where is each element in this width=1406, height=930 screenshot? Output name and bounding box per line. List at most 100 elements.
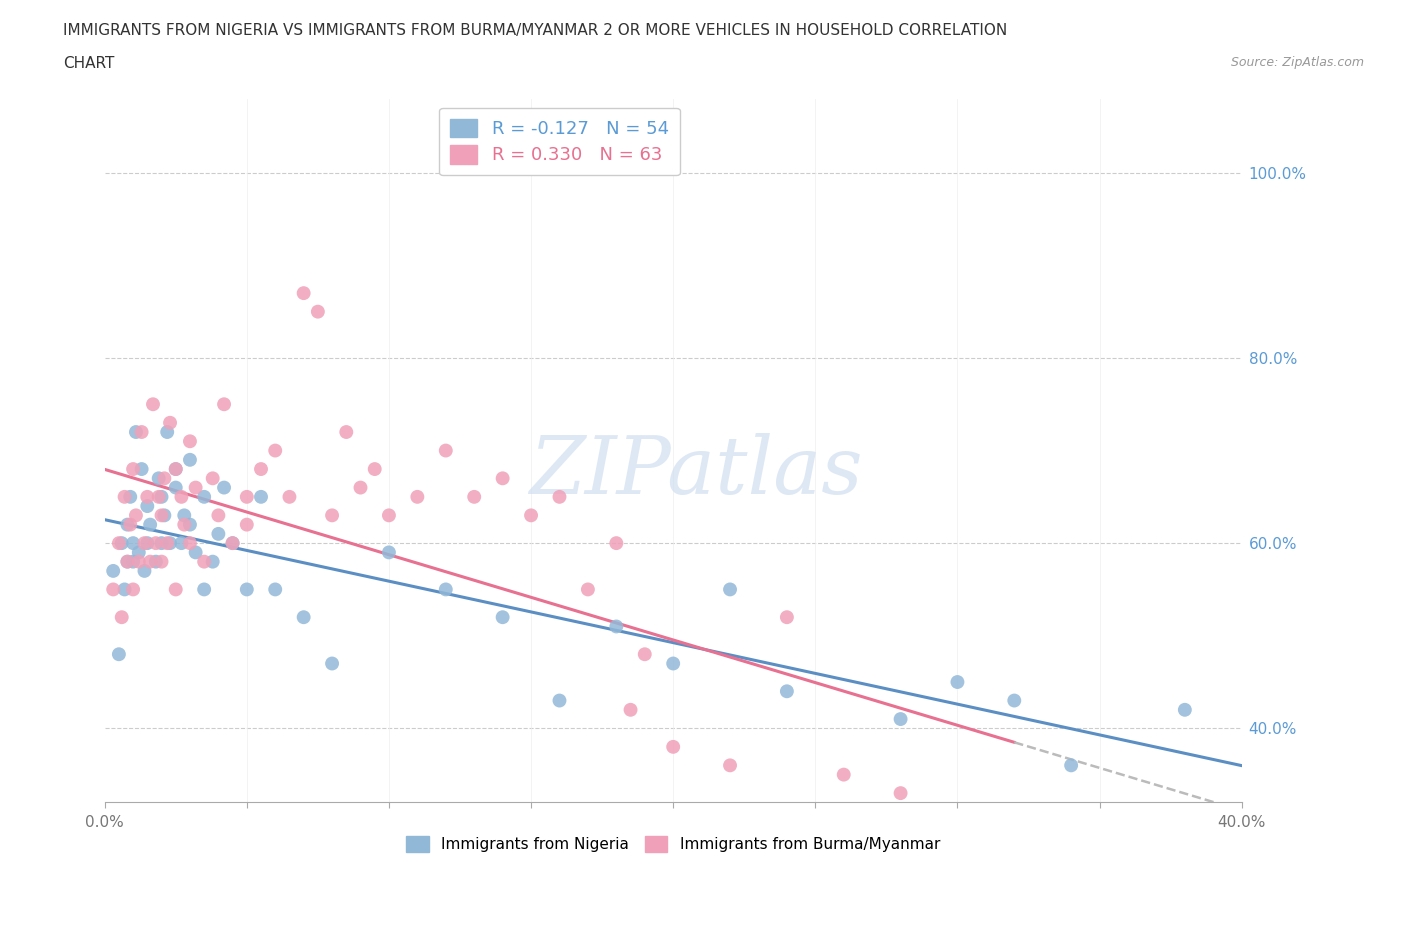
Point (170, 536, 193, 551)
Point (153, 471, 176, 485)
Point (236, 517, 259, 532)
Point (221, 536, 243, 551)
Point (307, 304, 329, 319)
Point (165, 461, 187, 476)
Point (349, 480, 371, 495)
Point (170, 489, 193, 504)
Point (122, 461, 145, 476)
Point (201, 471, 224, 485)
Point (832, 767, 855, 782)
Point (108, 536, 131, 551)
Point (776, 610, 799, 625)
Point (193, 554, 215, 569)
Point (321, 656, 343, 671)
Point (117, 554, 139, 569)
Point (207, 508, 229, 523)
Point (159, 536, 181, 551)
Point (576, 582, 599, 597)
Point (159, 416, 181, 431)
Point (718, 582, 741, 597)
Point (179, 536, 201, 551)
Point (165, 461, 187, 476)
Point (108, 646, 131, 661)
Point (128, 554, 150, 569)
Point (1002, 693, 1025, 708)
Point (179, 517, 201, 532)
Point (605, 536, 627, 551)
Point (165, 582, 187, 597)
Point (491, 471, 513, 485)
Point (122, 554, 145, 569)
Legend: Immigrants from Nigeria, Immigrants from Burma/Myanmar: Immigrants from Nigeria, Immigrants from… (401, 830, 946, 858)
Point (139, 554, 162, 569)
Point (548, 489, 571, 504)
Point (114, 582, 136, 597)
Text: IMMIGRANTS FROM NIGERIA VS IMMIGRANTS FROM BURMA/MYANMAR 2 OR MORE VEHICLES IN H: IMMIGRANTS FROM NIGERIA VS IMMIGRANTS FR… (63, 23, 1008, 38)
Point (139, 517, 162, 532)
Point (125, 508, 148, 523)
Point (125, 425, 148, 440)
Point (120, 489, 142, 504)
Point (150, 554, 173, 569)
Point (179, 452, 201, 467)
Point (236, 582, 259, 597)
Point (520, 508, 543, 523)
Point (250, 489, 273, 504)
Point (264, 582, 287, 597)
Point (463, 489, 485, 504)
Point (111, 536, 134, 551)
Point (491, 610, 513, 625)
Point (1002, 832, 1025, 847)
Point (156, 536, 179, 551)
Text: ZIPatlas: ZIPatlas (529, 432, 863, 511)
Point (150, 489, 173, 504)
Point (120, 517, 142, 532)
Point (890, 711, 912, 726)
Point (134, 536, 156, 551)
Point (131, 461, 153, 476)
Point (378, 508, 401, 523)
Point (145, 536, 167, 551)
Point (142, 397, 165, 412)
Point (153, 508, 176, 523)
Point (406, 489, 429, 504)
Point (236, 489, 259, 504)
Point (221, 536, 243, 551)
Point (364, 461, 387, 476)
Point (335, 425, 357, 440)
Point (946, 814, 969, 829)
Point (150, 508, 173, 523)
Text: CHART: CHART (63, 56, 115, 71)
Point (946, 674, 969, 689)
Point (136, 489, 159, 504)
Point (103, 564, 125, 578)
Point (184, 480, 207, 495)
Point (111, 610, 134, 625)
Point (117, 554, 139, 569)
Point (776, 684, 799, 698)
Text: Source: ZipAtlas.com: Source: ZipAtlas.com (1230, 56, 1364, 69)
Point (193, 582, 215, 597)
Point (128, 545, 150, 560)
Point (122, 536, 145, 551)
Point (619, 702, 641, 717)
Point (292, 610, 315, 625)
Point (207, 526, 229, 541)
Point (173, 508, 195, 523)
Point (321, 508, 343, 523)
Point (434, 582, 457, 597)
Point (184, 545, 207, 560)
Point (662, 656, 685, 671)
Point (634, 646, 657, 661)
Point (890, 786, 912, 801)
Point (212, 397, 235, 412)
Point (117, 517, 139, 532)
Point (179, 434, 201, 449)
Point (662, 739, 685, 754)
Point (145, 554, 167, 569)
Point (193, 489, 215, 504)
Point (136, 498, 159, 513)
Point (103, 582, 125, 597)
Point (134, 564, 156, 578)
Point (378, 545, 401, 560)
